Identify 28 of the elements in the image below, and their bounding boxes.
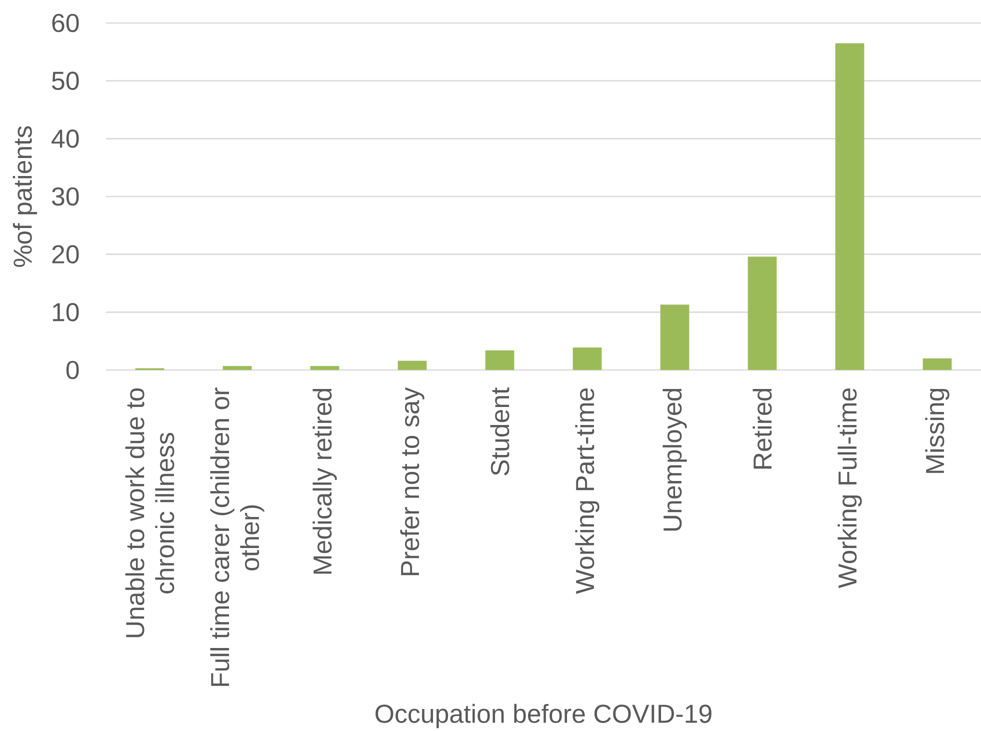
- bar: [748, 256, 777, 370]
- bar: [310, 366, 340, 370]
- bar: [835, 43, 864, 370]
- bar: [922, 358, 952, 370]
- x-tick-label: Working Full-time: [838, 388, 862, 588]
- x-axis-title: Occupation before COVID-19: [376, 704, 712, 728]
- x-tick-label: Working Part-time: [575, 388, 600, 594]
- x-tick-label: Missing: [925, 388, 950, 473]
- y-tick-label: 10: [52, 302, 79, 322]
- bar: [485, 350, 514, 370]
- y-tick-label: 30: [52, 187, 79, 206]
- y-tick-label: 0: [66, 360, 79, 380]
- y-tick-label: 50: [52, 72, 79, 90]
- x-tick-label: Unemployed: [662, 388, 687, 531]
- x-tick-label: Medically retired: [312, 388, 337, 574]
- bar: [572, 347, 602, 370]
- x-tick-label: Prefer not to say: [400, 387, 424, 576]
- x-tick-label: Student: [490, 387, 510, 476]
- bar: [398, 360, 427, 370]
- bar: [660, 304, 690, 370]
- x-tick-label: Full time carer (children or other): [210, 388, 264, 686]
- bar: [222, 366, 252, 370]
- x-tick-label: Unable to work due to chronic illness: [125, 388, 174, 638]
- x-tick-label: Retired: [752, 388, 772, 469]
- y-axis-title: %of patients: [12, 126, 38, 267]
- y-tick-label: 40: [52, 129, 79, 148]
- y-tick-label: 60: [52, 14, 79, 32]
- y-tick-label: 20: [52, 245, 79, 264]
